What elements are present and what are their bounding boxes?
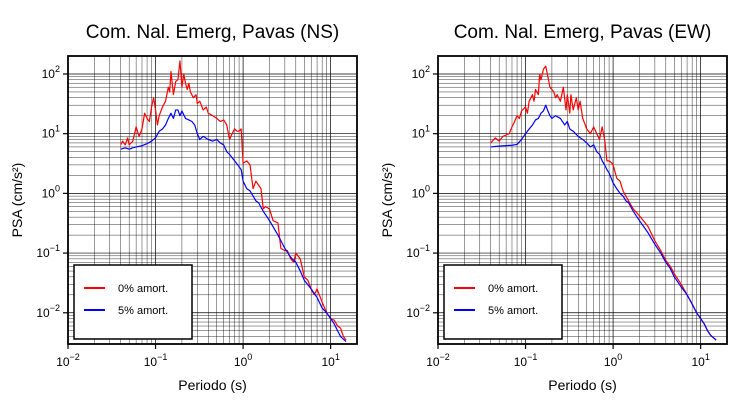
chart-ew: Com. Nal. Emerg, Pavas (EW) 10−2 10−1 100 10…: [379, 22, 728, 393]
x-tick-label: 101: [321, 352, 339, 369]
y-axis-label: PSA (cm/s²): [379, 163, 395, 238]
y-tick-label: 100: [412, 183, 430, 200]
y-tick-label: 10−2: [406, 303, 430, 320]
legend-box: [443, 264, 563, 340]
x-tick-label: 10−1: [514, 352, 538, 369]
chart-ns: Com. Nal. Emerg, Pavas (NS) 10−2 10−1 100 10…: [9, 22, 358, 393]
y-tick-label: 101: [412, 124, 430, 141]
legend-label: 5% amort.: [488, 305, 538, 317]
y-tick-label: 102: [42, 64, 60, 81]
plot-frame: [437, 55, 728, 345]
x-tick-label: 10−2: [426, 352, 450, 369]
y-tick-label: 100: [42, 183, 60, 200]
y-tick-label: 10−1: [406, 243, 430, 260]
x-tick-label: 10−1: [144, 352, 168, 369]
x-tick-label: 10−2: [56, 352, 80, 369]
legend: 0% amort. 5% amort.: [73, 264, 193, 340]
y-tick-label: 10−1: [36, 243, 60, 260]
x-tick-label: 101: [691, 352, 709, 369]
legend: 0% amort. 5% amort.: [443, 264, 563, 340]
x-axis-label: Periodo (s): [178, 377, 246, 393]
plot-frame: [67, 55, 358, 345]
y-tick-label: 102: [412, 64, 430, 81]
series-line-undamped: [490, 65, 717, 341]
series-line-damped: [490, 104, 717, 341]
x-tick-label: 100: [234, 352, 252, 369]
x-axis-label: Periodo (s): [548, 377, 616, 393]
legend-label: 5% amort.: [118, 305, 168, 317]
y-tick-label: 10−2: [36, 303, 60, 320]
y-tick-label: 101: [42, 124, 60, 141]
chart-title: Com. Nal. Emerg, Pavas (NS): [86, 22, 339, 43]
series-line-damped: [120, 109, 347, 342]
series-line-undamped: [120, 60, 347, 341]
x-tick-label: 100: [604, 352, 622, 369]
legend-box: [73, 264, 193, 340]
y-axis-label: PSA (cm/s²): [9, 163, 25, 238]
chart-title: Com. Nal. Emerg, Pavas (EW): [454, 22, 712, 43]
legend-label: 0% amort.: [488, 283, 538, 295]
legend-label: 0% amort.: [118, 283, 168, 295]
